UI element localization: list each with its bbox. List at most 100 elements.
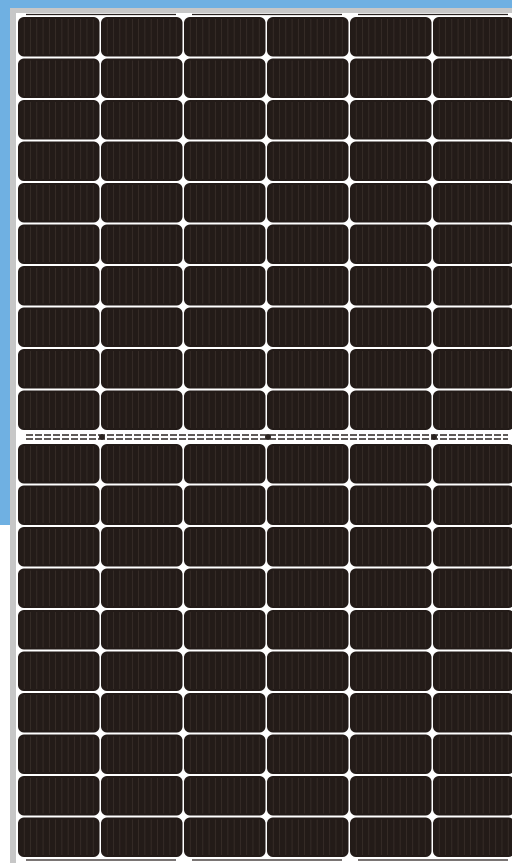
solar-cell [18,817,100,857]
solar-cell [433,224,512,264]
solar-cell [350,183,432,223]
solar-cell [267,58,349,98]
solar-cell [267,776,349,816]
solar-cell [184,693,266,733]
solar-cell [350,485,432,525]
solar-cell [433,349,512,389]
solar-cell [267,651,349,691]
solar-cell [350,527,432,567]
solar-cell [350,349,432,389]
cells-lower-half [18,444,512,857]
solar-cell [267,390,349,430]
solar-cell [18,444,100,484]
solar-cell [433,527,512,567]
solar-cell [184,776,266,816]
solar-cell [101,307,183,347]
solar-cell [101,693,183,733]
solar-cell [184,307,266,347]
solar-cell [350,390,432,430]
solar-cell [433,266,512,306]
solar-cell [18,266,100,306]
solar-cell [184,610,266,650]
solar-cell [101,776,183,816]
solar-cell [184,568,266,608]
solar-cell [101,141,183,181]
solar-cell [101,183,183,223]
solar-cell [18,527,100,567]
center-busbar [26,434,508,440]
solar-cell [350,266,432,306]
solar-cell [18,693,100,733]
solar-cell [101,651,183,691]
solar-cell [267,693,349,733]
solar-cell [267,100,349,140]
solar-cell [433,307,512,347]
solar-cell [18,307,100,347]
solar-cell [350,307,432,347]
solar-cell [101,266,183,306]
busbar-junction-dot [265,434,271,440]
solar-cell [184,58,266,98]
solar-cell [101,485,183,525]
solar-cell [433,776,512,816]
solar-cell [350,776,432,816]
solar-cell [184,485,266,525]
solar-cell [350,58,432,98]
solar-cell [433,485,512,525]
solar-cell [18,651,100,691]
solar-cell [350,734,432,774]
solar-cell [101,58,183,98]
solar-cell [184,183,266,223]
solar-cell [350,693,432,733]
solar-cell [350,100,432,140]
solar-cell [267,485,349,525]
solar-cell [18,58,100,98]
edge-ribbons [26,13,508,861]
solar-cell [184,651,266,691]
solar-cell [267,610,349,650]
solar-cell [101,349,183,389]
solar-cell [18,734,100,774]
solar-cell [433,817,512,857]
solar-cell [350,568,432,608]
solar-cell [433,183,512,223]
solar-cell [101,100,183,140]
solar-cell [267,349,349,389]
solar-cell [433,693,512,733]
solar-cell [267,183,349,223]
busbar-junction-dot [431,434,437,440]
solar-cell [184,817,266,857]
solar-cell [18,183,100,223]
solar-cell [433,390,512,430]
solar-cell [184,444,266,484]
solar-cell [267,817,349,857]
solar-cell [267,734,349,774]
solar-cell [433,141,512,181]
solar-cell [184,224,266,264]
solar-cell [267,527,349,567]
solar-cell [433,610,512,650]
solar-cell [18,349,100,389]
solar-cell [18,776,100,816]
solar-cell [18,610,100,650]
solar-cell [18,224,100,264]
solar-cell [350,817,432,857]
solar-cell [267,568,349,608]
solar-cell [267,444,349,484]
solar-cell [184,266,266,306]
solar-cell [101,610,183,650]
solar-cell [350,141,432,181]
solar-cell [267,17,349,57]
solar-cell [101,444,183,484]
solar-cell [18,568,100,608]
solar-cell [267,141,349,181]
solar-cell [433,58,512,98]
solar-cell [101,390,183,430]
solar-cell [184,734,266,774]
solar-cell [350,610,432,650]
busbar-junction-dot [99,434,105,440]
solar-cell [101,17,183,57]
solar-cell [433,651,512,691]
solar-cell [18,390,100,430]
